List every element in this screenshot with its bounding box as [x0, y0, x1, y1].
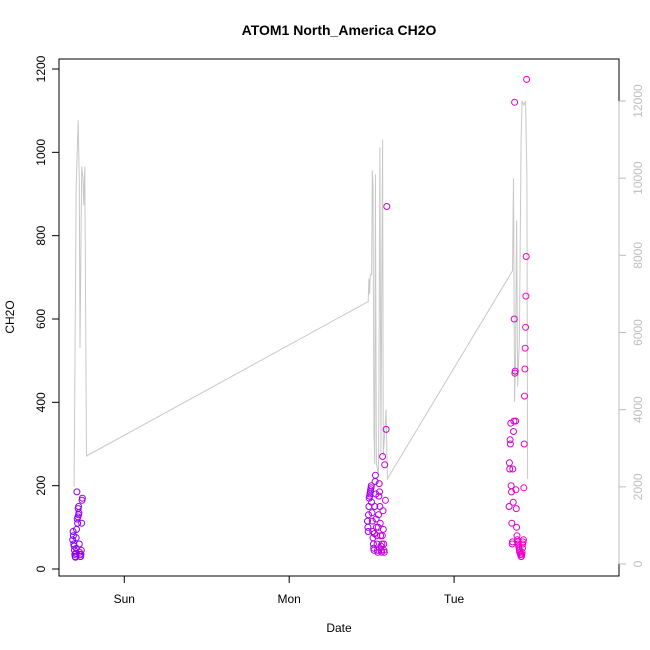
data-point	[379, 507, 387, 515]
data-point	[72, 534, 80, 542]
data-point	[505, 459, 513, 467]
data-point	[521, 392, 528, 400]
data-point	[512, 486, 520, 494]
y-axis-right: 0 2000 4000 6000 8000 10000 12000	[618, 84, 645, 567]
data-point	[382, 425, 390, 433]
data-point	[375, 511, 382, 519]
y-tick-label: 600	[34, 309, 48, 329]
data-point	[383, 203, 391, 210]
data-point	[522, 292, 530, 300]
data-point	[371, 503, 379, 510]
data-point	[510, 428, 517, 435]
data-point	[370, 546, 378, 554]
y2-tick-label: 4000	[631, 396, 645, 423]
data-point	[381, 496, 389, 504]
data-point	[505, 503, 513, 510]
y-tick-label: 400	[34, 392, 48, 412]
y2-tick-label: 10000	[631, 161, 645, 195]
data-point	[509, 498, 517, 506]
data-point	[511, 367, 519, 375]
point-series	[69, 75, 531, 561]
data-point	[518, 548, 526, 556]
data-point	[77, 550, 85, 558]
data-point	[521, 365, 529, 373]
data-point	[512, 505, 520, 513]
data-point	[381, 461, 389, 469]
data-point	[506, 440, 514, 448]
y2-tick-label: 0	[631, 560, 645, 567]
data-point	[520, 440, 528, 448]
data-point	[368, 509, 376, 517]
y-axis-left: 0 200 400 600 800 1000 1200	[34, 55, 60, 572]
data-point	[364, 523, 372, 531]
data-point	[73, 488, 81, 496]
data-point	[75, 511, 83, 519]
data-point	[364, 528, 372, 535]
data-point	[72, 544, 80, 552]
y-axis-label: CH2O	[3, 300, 17, 333]
data-point	[78, 494, 86, 502]
data-point	[508, 488, 515, 496]
data-point	[511, 98, 519, 106]
data-point	[368, 517, 376, 525]
y2-tick-label: 12000	[631, 84, 645, 118]
y2-tick-label: 8000	[631, 242, 645, 269]
data-point	[509, 465, 517, 473]
line-series-path	[73, 100, 529, 487]
data-point	[379, 525, 387, 533]
data-point	[376, 519, 384, 527]
y-tick-label: 800	[34, 225, 48, 245]
data-point	[375, 492, 383, 500]
y-tick-label: 0	[34, 565, 48, 572]
line-series	[73, 100, 529, 487]
y-tick-label: 200	[34, 475, 48, 495]
data-point	[506, 465, 514, 473]
data-point	[69, 528, 77, 535]
data-point	[367, 482, 375, 490]
data-point	[523, 75, 531, 83]
x-axis: Sun Mon Tue	[114, 576, 465, 606]
y-tick-label: 1000	[34, 139, 48, 166]
data-point	[379, 453, 387, 460]
data-point	[520, 536, 527, 544]
data-point	[522, 323, 530, 331]
x-tick-label: Mon	[278, 592, 301, 606]
data-point	[513, 523, 521, 531]
chart-title: ATOM1 North_America CH2O	[242, 22, 437, 38]
data-point	[510, 315, 518, 323]
x-tick-label: Tue	[444, 592, 465, 606]
data-point	[520, 484, 528, 492]
y2-tick-label: 6000	[631, 319, 645, 346]
data-point	[78, 519, 86, 527]
y-tick-label: 1200	[34, 55, 48, 82]
data-point	[380, 548, 388, 556]
data-point	[72, 549, 80, 557]
y2-tick-label: 2000	[631, 473, 645, 500]
x-axis-label: Date	[326, 621, 352, 635]
data-point	[508, 519, 516, 527]
data-point	[365, 511, 372, 519]
data-point	[522, 253, 530, 260]
data-point	[375, 480, 383, 488]
data-point	[371, 471, 379, 479]
x-tick-label: Sun	[114, 592, 135, 606]
data-point	[521, 344, 529, 352]
data-point	[376, 488, 383, 496]
data-point	[512, 417, 520, 425]
data-point	[506, 436, 514, 444]
data-point	[69, 536, 77, 544]
